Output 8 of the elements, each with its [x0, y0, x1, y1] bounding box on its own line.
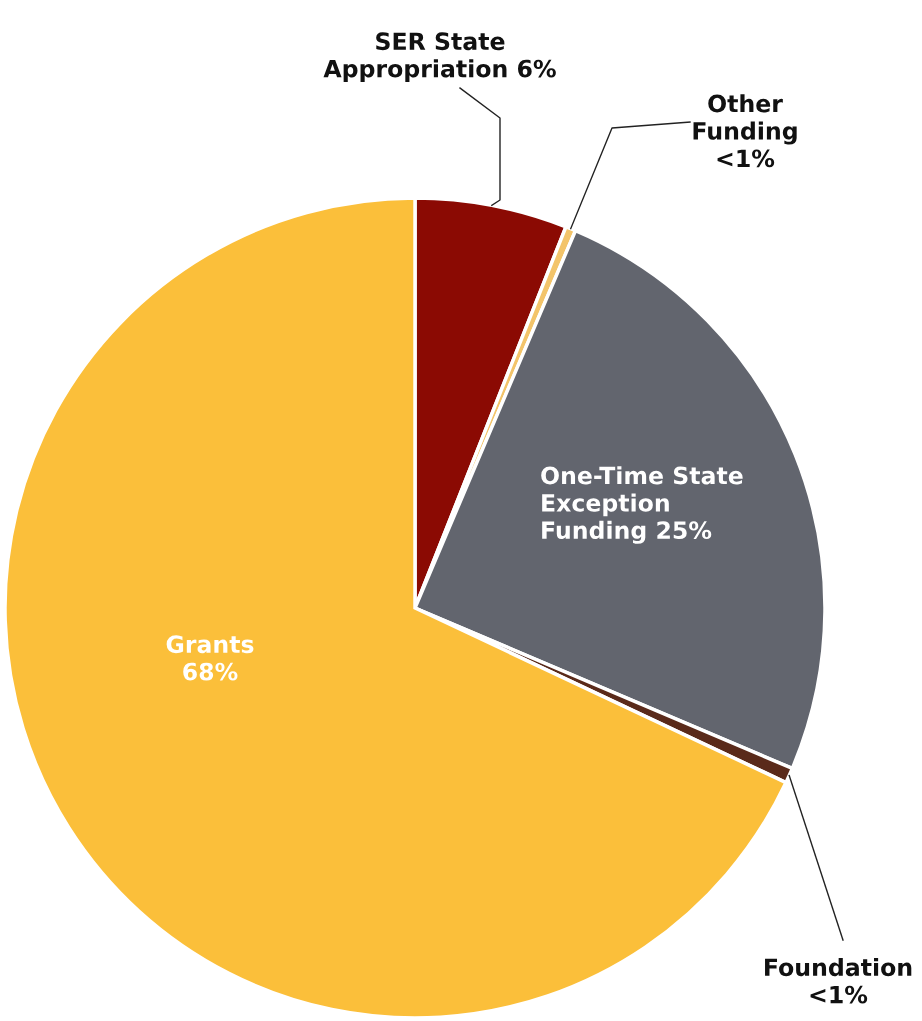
slice-label: One-Time State Exception Funding 25%: [541, 466, 743, 544]
slice-label: SER State Appropriation 6%: [323, 32, 556, 83]
slice-label: Other Funding: [693, 94, 797, 145]
data-label: <1%: [717, 149, 775, 168]
slice-label: Grants: [166, 635, 254, 654]
slice-label: Foundation: [765, 957, 912, 977]
data-label: 68%: [183, 662, 238, 681]
data-label: <1%: [810, 985, 868, 1004]
